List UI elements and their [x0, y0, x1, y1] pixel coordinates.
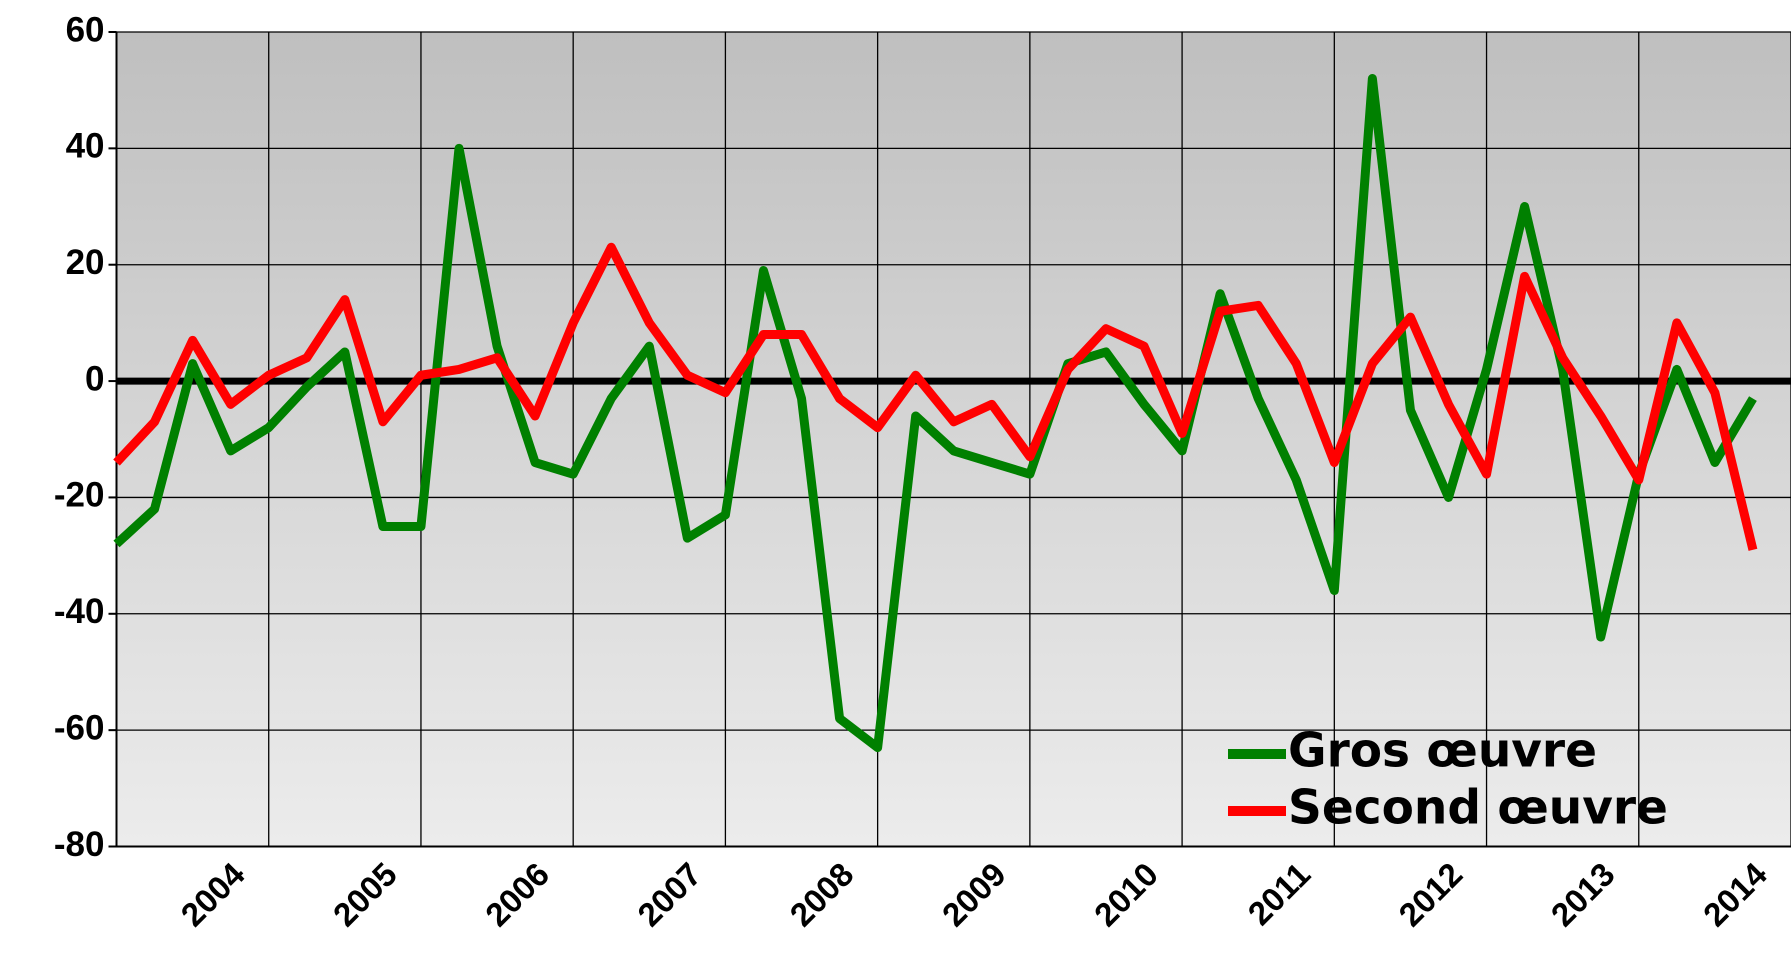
x-tick-label: 2014	[1696, 855, 1775, 934]
x-tick-label: 2009	[935, 855, 1013, 933]
x-tick-label: 2010	[1087, 855, 1165, 933]
plot-area	[116, 32, 1791, 847]
y-tick-label: -80	[54, 825, 105, 864]
x-tick-label: 2005	[326, 855, 404, 933]
x-tick-label: 2007	[630, 855, 708, 933]
x-tick-label: 2011	[1240, 855, 1317, 932]
y-tick-label: -20	[54, 476, 105, 515]
series-line	[113, 242, 1758, 551]
y-tick-label: -40	[54, 592, 105, 631]
x-tick-label: 2013	[1544, 855, 1622, 933]
x-tick-label: 2008	[783, 855, 861, 933]
x-tick-label: 2006	[478, 855, 556, 933]
y-tick-label: 40	[66, 127, 105, 166]
y-tick-label: 60	[66, 10, 105, 49]
series-line	[113, 74, 1757, 753]
x-tick-label: 2012	[1391, 855, 1469, 933]
y-tick-label: 0	[85, 359, 104, 398]
x-tick-label: 2004	[174, 855, 253, 934]
legend-label: Gros œuvre	[1288, 724, 1597, 779]
legend-label: Second œuvre	[1288, 781, 1668, 836]
y-tick-label: -60	[54, 708, 105, 747]
y-tick-label: 20	[66, 243, 105, 282]
